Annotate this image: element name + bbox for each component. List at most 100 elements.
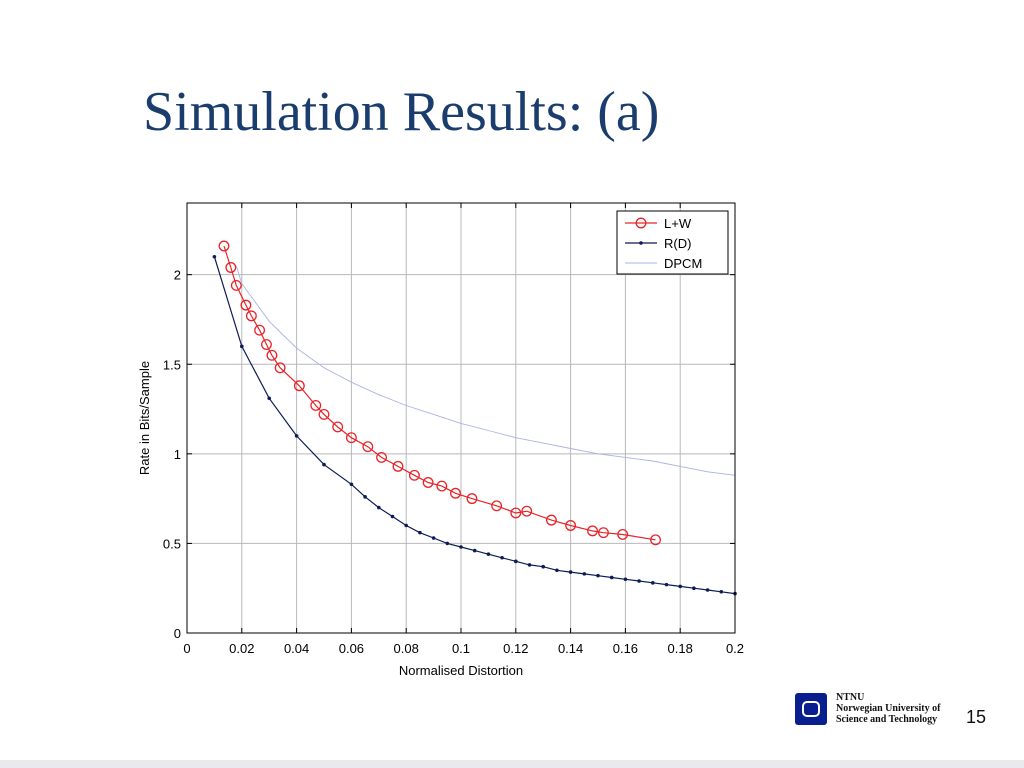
plot-frame bbox=[186, 202, 736, 634]
y-tick-label: 0.5 bbox=[163, 536, 181, 551]
data-point-l-w bbox=[510, 507, 522, 519]
data-point-r-d bbox=[212, 254, 217, 259]
data-point-r-d bbox=[651, 581, 655, 585]
data-point-l-w bbox=[422, 477, 434, 488]
series-line-dpcm bbox=[235, 265, 736, 476]
data-point-l-w bbox=[266, 349, 278, 361]
data-point-r-d bbox=[404, 523, 409, 528]
data-point-r-d bbox=[486, 552, 491, 556]
data-point-l-w bbox=[450, 487, 461, 499]
x-axis-label: Normalised Distortion bbox=[399, 663, 523, 678]
data-point-r-d bbox=[568, 570, 573, 574]
x-tick-label: 0.1 bbox=[452, 641, 470, 656]
data-point-l-w bbox=[240, 299, 252, 311]
page-number: 15 bbox=[966, 707, 987, 727]
data-point-r-d bbox=[555, 568, 559, 573]
x-tick-label: 0.18 bbox=[668, 641, 693, 656]
data-point-r-d bbox=[514, 559, 518, 564]
data-point-r-d bbox=[692, 586, 696, 591]
data-point-r-d bbox=[267, 396, 272, 401]
data-point-r-d bbox=[500, 555, 504, 560]
data-point-l-w bbox=[230, 279, 242, 291]
x-tick-label: 0.12 bbox=[503, 641, 528, 656]
legend-label-dpcm: DPCM bbox=[664, 256, 702, 271]
y-axis-label: Rate in Bits/Sample bbox=[137, 361, 152, 475]
data-point-r-d bbox=[527, 563, 532, 567]
x-tick-label: 0 bbox=[183, 641, 190, 656]
data-point-l-w bbox=[254, 324, 266, 336]
x-tick-label: 0.14 bbox=[558, 641, 583, 656]
data-point-l-w bbox=[545, 514, 557, 526]
legend-marker-r-d bbox=[639, 241, 643, 245]
y-tick-label: 1 bbox=[174, 447, 181, 462]
data-point-l-w bbox=[376, 451, 387, 463]
data-point-l-w bbox=[491, 500, 503, 512]
footer-org-short: NTNU bbox=[836, 692, 865, 703]
data-point-l-w bbox=[436, 480, 448, 492]
data-point-l-w bbox=[362, 441, 374, 453]
data-point-r-d bbox=[418, 530, 422, 535]
data-point-r-d bbox=[637, 579, 641, 583]
x-tick-label: 0.06 bbox=[339, 641, 364, 656]
data-point-l-w bbox=[565, 520, 577, 531]
data-point-l-w bbox=[587, 525, 598, 537]
data-point-r-d bbox=[719, 589, 724, 594]
x-tick-label: 0.2 bbox=[726, 641, 744, 656]
y-tick-label: 0 bbox=[174, 626, 181, 641]
legend-marker-l-w bbox=[635, 217, 647, 229]
data-point-l-w bbox=[261, 339, 272, 350]
data-point-r-d bbox=[240, 344, 244, 349]
data-point-r-d bbox=[582, 572, 587, 576]
data-point-r-d bbox=[609, 575, 614, 580]
legend-label-r-d: R(D) bbox=[664, 236, 691, 251]
data-point-l-w bbox=[466, 493, 478, 505]
data-point-r-d bbox=[390, 514, 395, 519]
y-tick-label: 2 bbox=[174, 268, 181, 283]
data-point-l-w bbox=[650, 534, 661, 546]
data-point-l-w bbox=[617, 529, 629, 540]
footer-org: NTNU Norwegian University of Science and… bbox=[836, 692, 940, 725]
data-point-l-w bbox=[274, 362, 286, 374]
series-line-r-d bbox=[213, 256, 736, 595]
x-tick-label: 0.04 bbox=[284, 641, 309, 656]
data-point-r-d bbox=[541, 564, 545, 569]
ntnu-logo-icon bbox=[795, 693, 827, 725]
data-point-l-w bbox=[245, 310, 257, 322]
data-point-r-d bbox=[377, 505, 381, 510]
data-point-l-w bbox=[408, 469, 420, 481]
data-point-r-d bbox=[678, 584, 682, 589]
data-point-r-d bbox=[596, 573, 600, 578]
data-point-l-w bbox=[332, 421, 344, 433]
series-line-l-w bbox=[223, 245, 656, 541]
data-point-r-d bbox=[705, 588, 710, 592]
data-point-l-w bbox=[521, 505, 533, 517]
data-point-l-w bbox=[345, 432, 357, 444]
data-point-r-d bbox=[363, 495, 367, 499]
data-point-l-w bbox=[598, 527, 609, 539]
data-point-l-w bbox=[218, 240, 230, 252]
data-point-r-d bbox=[472, 548, 477, 553]
data-point-r-d bbox=[459, 545, 463, 549]
data-point-l-w bbox=[318, 408, 330, 420]
footer-org-line1: Norwegian University of bbox=[836, 703, 941, 714]
data-point-l-w bbox=[293, 380, 305, 392]
x-tick-label: 0.08 bbox=[394, 641, 419, 656]
data-point-r-d bbox=[349, 482, 354, 487]
data-point-l-w bbox=[310, 400, 322, 411]
data-point-r-d bbox=[294, 434, 299, 438]
data-point-r-d bbox=[623, 577, 628, 582]
data-point-r-d bbox=[664, 582, 669, 587]
data-point-l-w bbox=[225, 262, 237, 273]
footer-org-line2: Science and Technology bbox=[836, 714, 938, 725]
data-point-l-w bbox=[392, 460, 404, 472]
footer-divider bbox=[0, 760, 1024, 768]
x-tick-label: 0.02 bbox=[229, 641, 254, 656]
data-point-r-d bbox=[445, 541, 450, 546]
data-point-r-d bbox=[431, 536, 436, 540]
legend-label-l-w: L+W bbox=[664, 216, 692, 231]
x-tick-label: 0.16 bbox=[613, 641, 638, 656]
data-point-r-d bbox=[322, 462, 326, 467]
slide-title: Simulation Results: (a) bbox=[143, 81, 660, 143]
y-tick-label: 1.5 bbox=[163, 357, 181, 372]
